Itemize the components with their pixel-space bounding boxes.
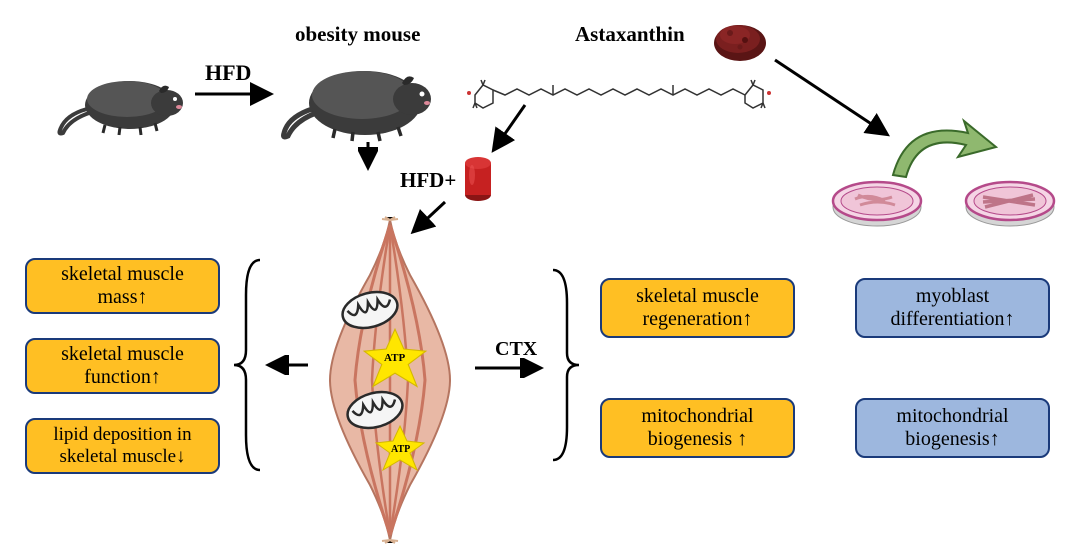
arrow-to-left xyxy=(263,355,313,375)
hfd-plus-label: HFD+ xyxy=(400,168,456,193)
box-muscle-mass: skeletal muscle mass↑ xyxy=(25,258,220,314)
box-mito-biogenesis-2: mitochondrial biogenesis↑ xyxy=(855,398,1050,458)
box-muscle-function: skeletal muscle function↑ xyxy=(25,338,220,394)
obesity-mouse-label: obesity mouse xyxy=(295,22,420,47)
arrow-hfd xyxy=(190,82,280,107)
atp-label-1: ATP xyxy=(384,352,405,364)
right-bracket xyxy=(545,265,585,465)
petri-dish-2-icon xyxy=(963,175,1058,230)
astaxanthin-powder-icon xyxy=(710,15,770,65)
atp-label-2: ATP xyxy=(391,444,410,455)
box-myoblast-diff: myoblast differentiation↑ xyxy=(855,278,1050,338)
normal-mouse-icon xyxy=(55,55,185,140)
left-bracket xyxy=(228,255,268,475)
petri-dish-1-icon xyxy=(830,175,925,230)
skeletal-muscle-icon xyxy=(300,215,480,545)
arrow-mouse-down xyxy=(358,140,378,175)
box-mito-biogenesis-1: mitochondrial biogenesis ↑ xyxy=(600,398,795,458)
box-regeneration: skeletal muscle regeneration↑ xyxy=(600,278,795,338)
obesity-mouse-icon xyxy=(280,45,435,145)
arrow-to-right xyxy=(470,358,550,378)
astaxanthin-label: Astaxanthin xyxy=(575,22,685,47)
box-lipid-deposition: lipid deposition in skeletal muscle↓ xyxy=(25,418,220,474)
arrow-to-capsule xyxy=(485,100,535,160)
capsule-icon xyxy=(462,155,494,203)
